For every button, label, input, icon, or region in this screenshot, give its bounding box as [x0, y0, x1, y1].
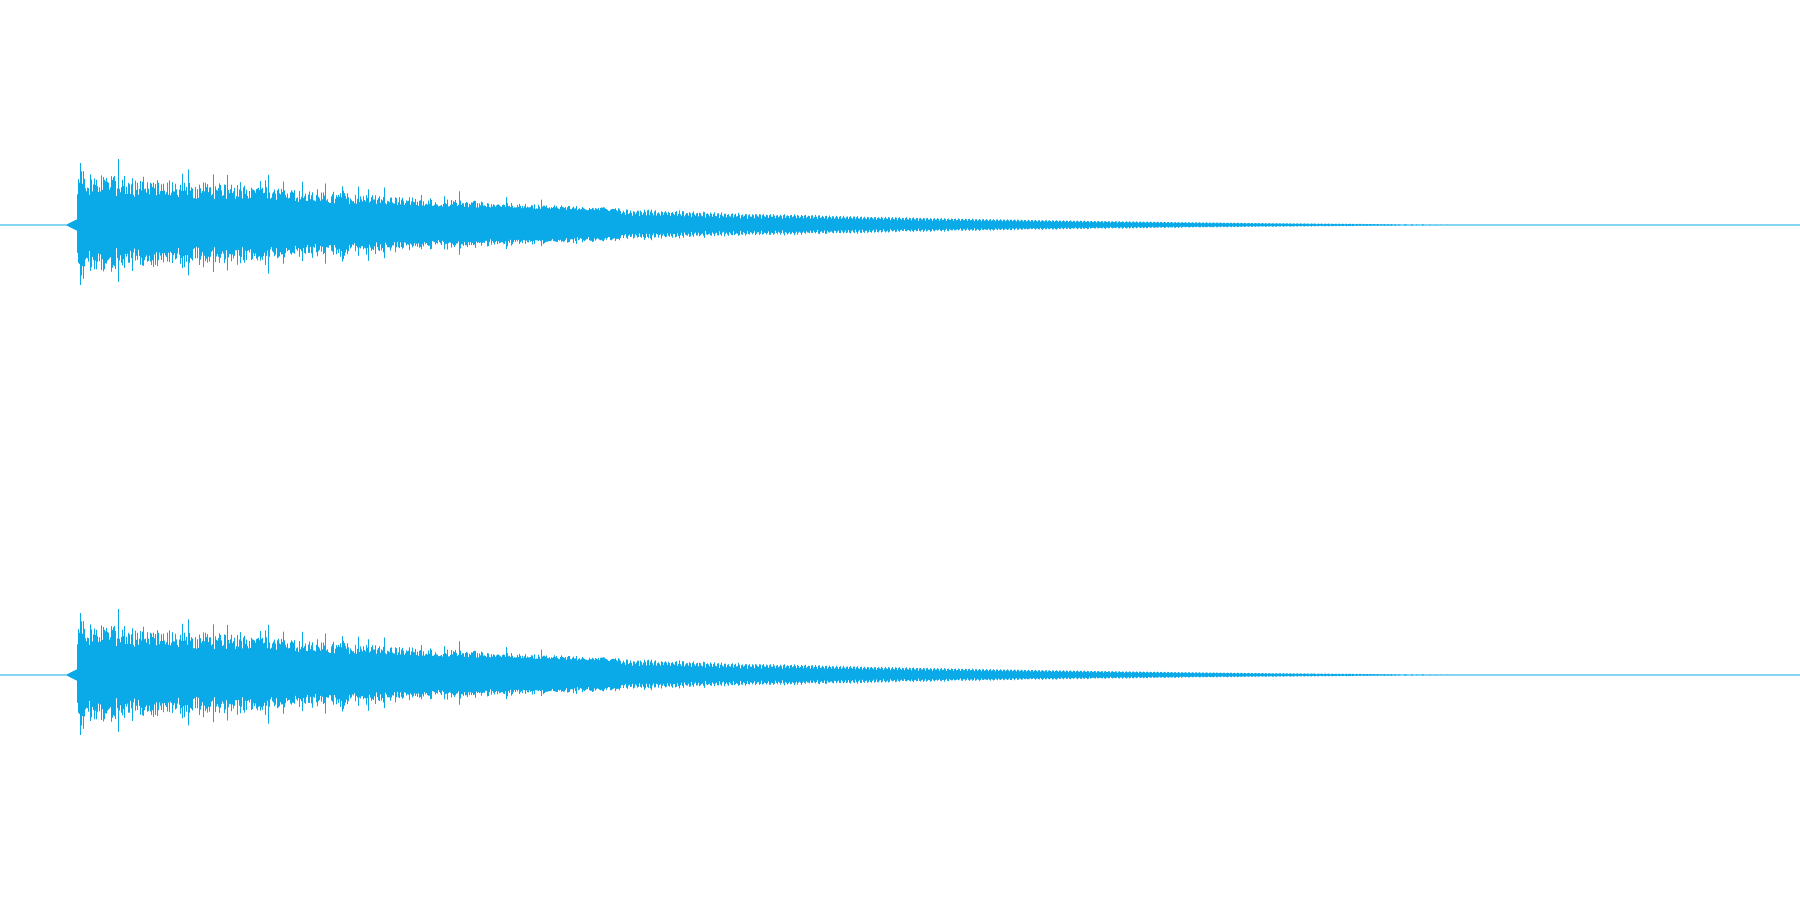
channel-2-waveform [66, 609, 1630, 735]
channel-1-waveform [66, 159, 1630, 285]
channel-2-track[interactable] [0, 609, 1800, 735]
channel-1-track[interactable] [0, 159, 1800, 285]
